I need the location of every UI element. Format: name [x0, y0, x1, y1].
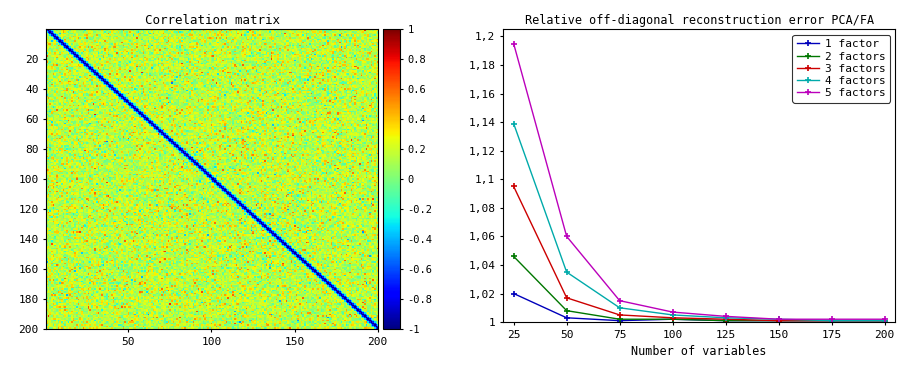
3 factors	[773, 318, 785, 323]
5 factors	[826, 317, 837, 321]
2 factors	[773, 318, 785, 323]
Line: 1 factor: 1 factor	[510, 290, 888, 324]
4 factors	[773, 317, 785, 321]
X-axis label: Number of variables: Number of variables	[631, 345, 767, 358]
5 factors	[720, 314, 731, 318]
4 factors	[720, 315, 731, 320]
2 factors	[880, 318, 891, 323]
5 factors	[880, 317, 891, 321]
1 factor	[826, 318, 837, 323]
Line: 4 factors: 4 factors	[510, 120, 888, 324]
3 factors	[826, 318, 837, 323]
1 factor	[773, 318, 785, 323]
1 factor	[667, 317, 678, 321]
4 factors	[508, 122, 519, 126]
3 factors	[880, 318, 891, 323]
Title: Correlation matrix: Correlation matrix	[145, 14, 280, 27]
4 factors	[880, 318, 891, 323]
1 factor	[880, 318, 891, 323]
4 factors	[561, 270, 572, 274]
5 factors	[561, 234, 572, 239]
4 factors	[667, 313, 678, 317]
1 factor	[561, 315, 572, 320]
1 factor	[508, 291, 519, 296]
2 factors	[826, 318, 837, 323]
2 factors	[508, 254, 519, 258]
4 factors	[826, 318, 837, 323]
2 factors	[667, 317, 678, 321]
5 factors	[614, 298, 625, 303]
2 factors	[614, 317, 625, 321]
Title: Relative off-diagonal reconstruction error PCA/FA: Relative off-diagonal reconstruction err…	[524, 14, 874, 27]
5 factors	[508, 41, 519, 46]
5 factors	[667, 310, 678, 314]
2 factors	[720, 318, 731, 323]
Line: 3 factors: 3 factors	[510, 183, 888, 324]
4 factors	[614, 306, 625, 310]
3 factors	[667, 315, 678, 320]
1 factor	[614, 318, 625, 323]
Line: 5 factors: 5 factors	[510, 40, 888, 323]
3 factors	[508, 184, 519, 188]
Line: 2 factors: 2 factors	[510, 253, 888, 324]
1 factor	[720, 318, 731, 323]
2 factors	[561, 309, 572, 313]
5 factors	[773, 317, 785, 321]
3 factors	[720, 317, 731, 321]
3 factors	[614, 313, 625, 317]
3 factors	[561, 296, 572, 300]
Legend: 1 factor, 2 factors, 3 factors, 4 factors, 5 factors: 1 factor, 2 factors, 3 factors, 4 factor…	[792, 35, 890, 102]
